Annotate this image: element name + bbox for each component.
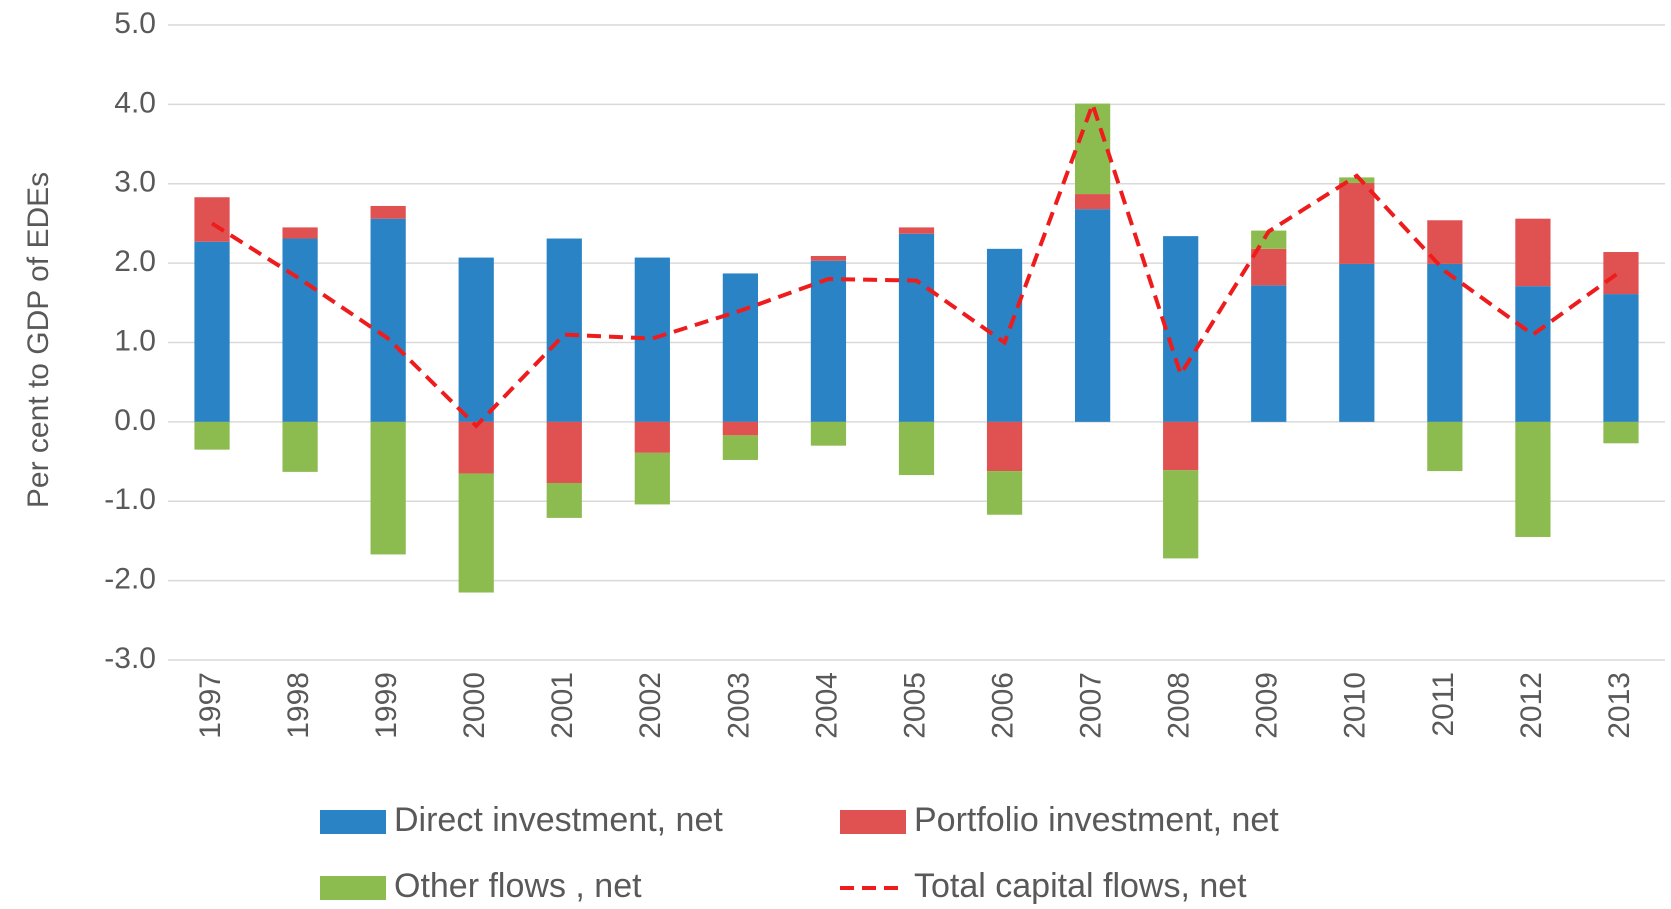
x-tick-label: 2003 [722, 672, 755, 739]
bar [1251, 248, 1287, 286]
y-tick-label: -1.0 [104, 483, 156, 516]
legend-label: Other flows , net [394, 867, 642, 905]
bar [1163, 421, 1199, 471]
x-tick-label: 2000 [458, 672, 491, 739]
x-tick-label: 2005 [898, 672, 931, 739]
bar [722, 273, 758, 422]
line [210, 98, 1623, 429]
bar [810, 260, 847, 422]
bar [458, 473, 494, 593]
legend-swatch [840, 810, 906, 834]
bar [1075, 194, 1111, 210]
bar [898, 421, 935, 476]
y-tick-label: 4.0 [114, 86, 156, 119]
bar [370, 205, 406, 219]
bar [1075, 209, 1111, 422]
bar [1603, 252, 1639, 295]
legend-swatch [320, 810, 386, 834]
bar [1163, 470, 1199, 559]
bar [1339, 182, 1375, 264]
bar [282, 421, 318, 472]
bar [810, 421, 847, 446]
bar [194, 421, 230, 450]
x-tick-label: 2001 [546, 672, 579, 739]
bar [1603, 294, 1639, 422]
bar [986, 421, 1023, 472]
y-axis-title: Per cent to GDP of EDEs [22, 172, 55, 508]
x-tick-label: 1999 [370, 672, 403, 739]
x-tick-label: 1998 [282, 672, 315, 739]
y-tick-label: -3.0 [104, 642, 156, 675]
legend-label: Portfolio investment, net [914, 801, 1279, 839]
bar [282, 238, 318, 422]
x-tick-label: 2007 [1075, 672, 1108, 739]
y-tick-label: 2.0 [114, 245, 156, 278]
x-tick-label: 2013 [1603, 672, 1636, 739]
x-tick-label: 2010 [1339, 672, 1372, 739]
bar [898, 227, 935, 234]
legend-label: Total capital flows, net [914, 867, 1247, 905]
y-tick-label: 3.0 [114, 166, 156, 199]
bar [1427, 263, 1463, 422]
x-tick-label: 2012 [1515, 672, 1548, 739]
bar [986, 471, 1023, 515]
bar [1515, 218, 1551, 287]
bar [1427, 421, 1463, 472]
y-tick-label: 1.0 [114, 324, 156, 357]
x-tick-label: 2004 [810, 672, 843, 739]
bar [370, 421, 406, 555]
bar [722, 421, 758, 436]
bar [370, 218, 406, 422]
bar [1251, 230, 1287, 249]
x-tick-label: 2011 [1427, 672, 1460, 737]
x-tick-label: 2008 [1163, 672, 1196, 739]
bar [722, 435, 758, 460]
y-tick-label: 0.0 [114, 404, 156, 437]
x-tick-label: 2006 [986, 672, 1019, 739]
bar [1339, 177, 1375, 183]
bar [1515, 286, 1551, 422]
bar [986, 248, 1023, 422]
x-tick-label: 1997 [194, 672, 227, 739]
bar [194, 197, 230, 242]
legend-label: Direct investment, net [394, 801, 723, 839]
y-tick-label: -2.0 [104, 563, 156, 596]
bar [898, 233, 935, 422]
bar [634, 452, 670, 505]
bar [458, 421, 494, 474]
bar [194, 241, 230, 422]
bar [1603, 421, 1639, 444]
bar [1075, 103, 1111, 195]
bar [1515, 421, 1551, 537]
legend-swatch [320, 876, 386, 900]
bar [546, 238, 582, 422]
x-tick-label: 2002 [634, 672, 667, 739]
bar [810, 255, 847, 261]
x-tick-label: 2009 [1251, 672, 1284, 739]
bar [634, 421, 670, 453]
y-tick-label: 5.0 [114, 7, 156, 40]
bar [1339, 263, 1375, 422]
bar [458, 257, 494, 422]
bar [282, 227, 318, 239]
bar [1251, 285, 1287, 422]
bar [546, 421, 582, 483]
bar [1163, 236, 1199, 422]
bar [546, 482, 582, 518]
